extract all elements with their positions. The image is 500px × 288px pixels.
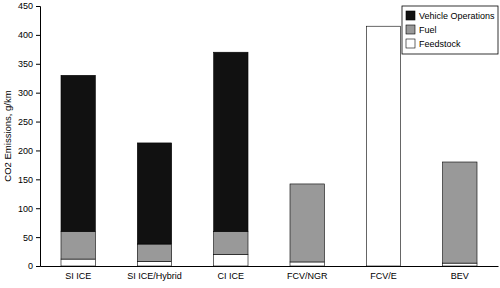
tick-label: 250 — [18, 117, 33, 127]
bar-segment — [366, 26, 400, 27]
tick: 400 — [18, 30, 40, 40]
bar-segment — [214, 254, 248, 266]
y-axis: 0 50 100 150 200 250 300 350 400 450 — [18, 1, 41, 271]
tick-label: 350 — [18, 59, 33, 69]
bar-segment — [61, 259, 95, 266]
tick: FCV/E — [370, 266, 397, 281]
tick: 100 — [18, 204, 40, 214]
bar-segment — [137, 261, 171, 266]
chart: 0 50 100 150 200 250 300 350 400 450 SI ICE SI ICE/… — [0, 0, 500, 288]
bar-segment — [366, 26, 400, 27]
tick: 200 — [18, 146, 40, 156]
tick: 350 — [18, 59, 40, 69]
series — [61, 26, 477, 266]
tick-mark — [36, 6, 40, 7]
x-axis: SI ICE SI ICE/Hybrid CI ICE FCV/NGR FCV/E BEV — [41, 266, 499, 281]
bar-segment — [290, 184, 324, 262]
bar-segment — [290, 262, 324, 266]
series — [61, 52, 248, 244]
tick: 450 — [18, 1, 40, 11]
tick: 250 — [18, 117, 40, 127]
legend-item: Fuel — [406, 25, 437, 35]
tick: FCV/NGR — [287, 266, 328, 281]
series — [61, 162, 477, 263]
tick: CI ICE — [218, 266, 245, 281]
bars — [61, 26, 477, 266]
tick-label: 50 — [23, 232, 33, 242]
bar-segment — [61, 75, 95, 231]
tick-mark — [36, 64, 40, 65]
tick-label: CI ICE — [218, 271, 245, 281]
legend-label: Vehicle Operations — [419, 11, 495, 21]
bar-segment — [443, 263, 477, 266]
bar-segment — [137, 244, 171, 261]
tick-label: 400 — [18, 30, 33, 40]
tick-label: 0 — [28, 261, 33, 271]
bar-segment — [214, 231, 248, 254]
legend-frame — [402, 6, 498, 54]
bar-segment — [290, 183, 324, 184]
legend-label: Fuel — [419, 25, 437, 35]
tick: 150 — [18, 175, 40, 185]
tick-label: 150 — [18, 175, 33, 185]
tick-mark — [36, 35, 40, 36]
tick-mark — [36, 237, 40, 238]
tick-label: SI ICE/Hybrid — [127, 271, 182, 281]
tick-label: BEV — [451, 271, 469, 281]
tick-mark — [36, 266, 40, 267]
tick: SI ICE — [65, 266, 91, 281]
plot: 0 50 100 150 200 250 300 350 400 450 SI ICE SI ICE/… — [18, 1, 499, 281]
legend-swatch — [406, 11, 415, 20]
tick: 0 — [28, 261, 40, 271]
bar-segment — [214, 52, 248, 231]
tick-label: 450 — [18, 1, 33, 11]
bar-segment — [443, 162, 477, 163]
legend-label: Feedstock — [419, 39, 461, 49]
bar-segment — [443, 162, 477, 263]
bar-segment — [366, 26, 400, 266]
tick-mark — [36, 122, 40, 123]
legend-swatch — [406, 39, 415, 48]
tick-mark — [36, 93, 40, 94]
tick-label: 100 — [18, 204, 33, 214]
tick: 50 — [23, 232, 40, 242]
tick-mark — [36, 179, 40, 180]
tick-mark — [36, 208, 40, 209]
legend-swatch — [406, 25, 415, 34]
tick-label: FCV/NGR — [287, 271, 328, 281]
tick: BEV — [451, 266, 469, 281]
legend-item: Vehicle Operations — [406, 11, 495, 21]
legend-item: Feedstock — [406, 39, 461, 49]
y-axis-title: CO2 Emissions, g/km — [2, 90, 13, 181]
bar-segment — [61, 231, 95, 259]
tick-label: FCV/E — [370, 271, 397, 281]
tick: SI ICE/Hybrid — [127, 266, 182, 281]
bar-segment — [137, 143, 171, 244]
tick: 300 — [18, 88, 40, 98]
legend: Vehicle Operations Fuel Feedstock — [402, 6, 498, 54]
axis-line — [36, 7, 41, 267]
axis-line — [41, 266, 499, 267]
tick-label: SI ICE — [65, 271, 91, 281]
tick-label: 300 — [18, 88, 33, 98]
tick-label: 200 — [18, 146, 33, 156]
tick-mark — [36, 150, 40, 151]
